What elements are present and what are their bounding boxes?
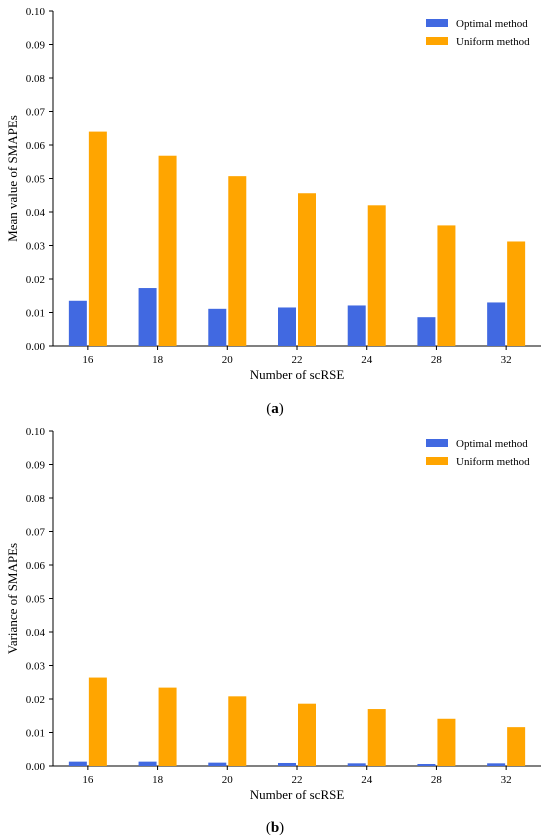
x-tick-label: 20	[222, 774, 234, 786]
y-tick-label: 0.03	[26, 241, 46, 253]
x-tick-label: 18	[152, 354, 164, 366]
y-tick-label: 0.07	[26, 107, 46, 119]
bar-optimal-32	[487, 302, 506, 346]
figure-caption: (b)	[266, 820, 284, 836]
x-tick-label: 24	[361, 354, 373, 366]
legend-label-uniform: Uniform method	[456, 456, 530, 468]
bar-uniform-20	[228, 176, 247, 346]
legend-swatch-optimal	[426, 439, 448, 447]
bar-optimal-18	[138, 288, 157, 346]
x-tick-label: 32	[501, 774, 512, 786]
bar-uniform-18	[158, 687, 177, 766]
y-tick-label: 0.04	[26, 627, 46, 639]
y-tick-label: 0.07	[26, 527, 46, 539]
x-tick-label: 28	[431, 774, 443, 786]
y-tick-label: 0.03	[26, 661, 46, 673]
x-tick-label: 16	[82, 354, 94, 366]
bar-optimal-22	[278, 762, 296, 766]
x-tick-label: 20	[222, 354, 234, 366]
bar-optimal-20	[208, 762, 227, 766]
y-tick-label: 0.06	[26, 140, 46, 152]
bar-optimal-22	[278, 307, 296, 346]
bar-uniform-16	[88, 131, 107, 346]
bar-optimal-16	[68, 300, 87, 346]
x-tick-label: 28	[431, 354, 443, 366]
legend-label-uniform: Uniform method	[456, 36, 530, 48]
y-tick-label: 0.06	[26, 560, 46, 572]
y-tick-label: 0.08	[26, 493, 46, 505]
y-axis-label: Mean value of SMAPEs	[5, 115, 20, 242]
y-tick-label: 0.05	[26, 594, 46, 606]
legend-swatch-uniform	[426, 37, 448, 45]
y-tick-label: 0.10	[26, 6, 46, 18]
legend-label-optimal: Optimal method	[456, 18, 528, 30]
bar-optimal-32	[487, 763, 506, 766]
x-tick-label: 16	[82, 774, 94, 786]
x-tick-label: 32	[501, 354, 512, 366]
chart-panel-b: 0.00 0.01 0.02 0.03 0.04 0.05 0.06 0.07 0.08 0.09…	[5, 426, 541, 836]
y-axis-label: Variance of SMAPEs	[5, 543, 20, 654]
y-tick-label: 0.00	[26, 341, 46, 353]
bar-uniform-16	[88, 677, 107, 766]
y-tick-label: 0.10	[26, 426, 46, 438]
legend-swatch-uniform	[426, 457, 448, 465]
bar-uniform-32	[507, 727, 526, 766]
y-tick-label: 0.04	[26, 207, 46, 219]
bar-optimal-28	[417, 317, 436, 346]
x-tick-label: 22	[292, 354, 303, 366]
y-tick-label: 0.01	[26, 728, 45, 740]
x-tick-label: 18	[152, 774, 164, 786]
bar-uniform-18	[158, 155, 177, 346]
bar-optimal-24	[347, 305, 366, 346]
bar-optimal-18	[138, 761, 157, 766]
x-tick-label: 22	[292, 774, 303, 786]
y-tick-label: 0.05	[26, 174, 46, 186]
y-tick-label: 0.02	[26, 274, 45, 286]
legend-swatch-optimal	[426, 19, 448, 27]
y-tick-label: 0.01	[26, 308, 45, 320]
chart-panel-a: 0.00 0.01 0.02 0.03 0.04 0.05 0.06 0.07 0.08 0.09…	[5, 6, 541, 417]
bar-uniform-24	[367, 205, 386, 346]
figure-caption: (a)	[266, 401, 284, 417]
y-tick-label: 0.09	[26, 460, 46, 472]
y-tick-label: 0.08	[26, 73, 46, 85]
bar-optimal-24	[347, 763, 366, 766]
bar-uniform-22	[298, 193, 316, 346]
bar-optimal-28	[417, 763, 436, 766]
y-tick-label: 0.02	[26, 694, 45, 706]
bar-uniform-20	[228, 696, 247, 766]
bar-uniform-24	[367, 709, 386, 766]
bar-uniform-32	[507, 241, 526, 346]
x-tick-label: 24	[361, 774, 373, 786]
y-tick-label: 0.00	[26, 761, 46, 773]
legend-label-optimal: Optimal method	[456, 438, 528, 450]
x-axis-label: Number of scRSE	[250, 787, 345, 802]
x-axis-label: Number of scRSE	[250, 367, 345, 382]
bar-optimal-16	[68, 761, 87, 766]
bar-uniform-22	[298, 703, 316, 766]
y-tick-label: 0.09	[26, 40, 46, 52]
bar-optimal-20	[208, 308, 227, 346]
bar-uniform-28	[437, 718, 456, 766]
bar-uniform-28	[437, 225, 456, 346]
